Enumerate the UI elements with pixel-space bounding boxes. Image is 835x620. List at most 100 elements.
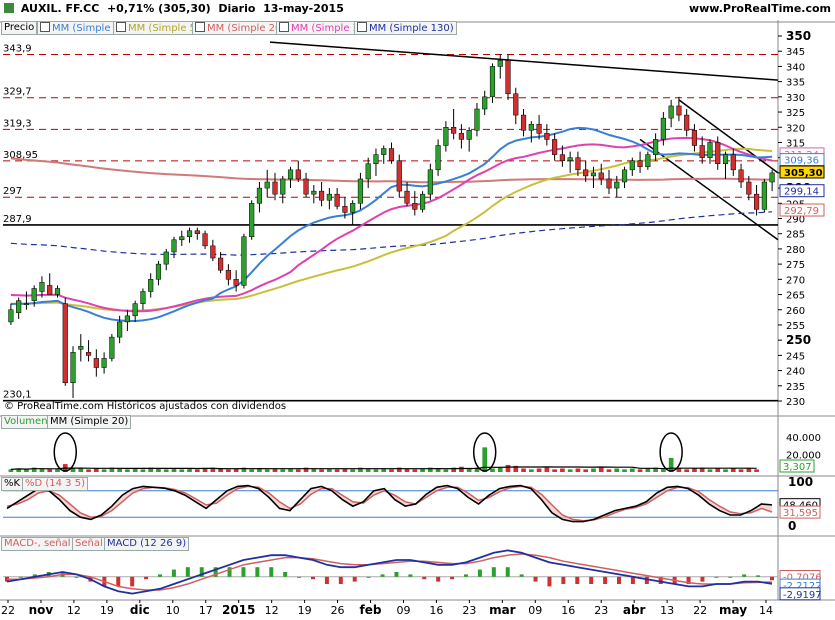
legend-volumen[interactable]: Volumen bbox=[1, 415, 51, 429]
price-tick-label: 290 bbox=[786, 215, 805, 226]
checkbox-icon[interactable] bbox=[40, 22, 50, 32]
stoch-k-line bbox=[6, 484, 773, 523]
stoch-d-line bbox=[6, 485, 773, 522]
candle-body bbox=[342, 206, 348, 213]
volume-bar bbox=[148, 467, 154, 472]
volume-bar bbox=[560, 468, 565, 472]
candle-body bbox=[738, 169, 744, 183]
volume-bar bbox=[16, 468, 21, 472]
x-tick-label: abr bbox=[623, 603, 646, 617]
macd-histogram-bar bbox=[714, 576, 719, 578]
checkbox-icon[interactable] bbox=[279, 22, 289, 32]
volume-bar bbox=[428, 467, 433, 472]
volume-bar bbox=[93, 468, 99, 472]
volume-bar bbox=[396, 467, 402, 472]
volume-bar bbox=[490, 468, 495, 472]
volume-bar bbox=[78, 468, 84, 472]
volume-bar bbox=[754, 469, 759, 472]
candle-body bbox=[466, 130, 472, 140]
volume-bar bbox=[350, 469, 355, 472]
channel-lower-line bbox=[639, 138, 779, 241]
checkbox-icon[interactable] bbox=[116, 22, 126, 32]
price-tick-label: 250 bbox=[786, 333, 811, 347]
legend-ma50[interactable]: MM (Simple 50) bbox=[113, 21, 210, 35]
price-tick-label: 285 bbox=[786, 230, 805, 241]
candle-body bbox=[419, 193, 426, 210]
level-label: 319,3 bbox=[3, 118, 32, 129]
volume-bar bbox=[443, 469, 449, 472]
legend-ma20-label: MM (Simple 20) bbox=[52, 23, 131, 34]
candle-body bbox=[311, 190, 317, 195]
macd-tag-label: -0,7076 bbox=[783, 572, 822, 583]
volume-bar bbox=[692, 468, 697, 472]
candle-body bbox=[482, 96, 488, 110]
candle-body bbox=[668, 105, 674, 119]
volume-bar bbox=[404, 468, 410, 472]
candle-body bbox=[559, 154, 565, 161]
volume-bar bbox=[210, 467, 216, 472]
macd-histogram-bar bbox=[213, 567, 218, 577]
macd-histogram-bar bbox=[227, 567, 232, 577]
candle-body bbox=[684, 114, 690, 131]
site-label[interactable]: www.ProRealTime.com bbox=[688, 2, 831, 15]
candle-body bbox=[194, 230, 200, 234]
legend-precio[interactable]: Precio bbox=[1, 21, 38, 35]
x-tick-label: 12 bbox=[67, 604, 81, 617]
volume-bar bbox=[132, 468, 138, 472]
ma20-line bbox=[10, 126, 773, 322]
candle-body bbox=[218, 257, 224, 271]
macd-histogram-bar bbox=[575, 576, 580, 584]
ma130-line bbox=[10, 211, 773, 256]
volume-ma-line bbox=[10, 466, 757, 470]
candle-body bbox=[754, 193, 760, 210]
candle-body bbox=[163, 251, 169, 265]
volume-bar bbox=[528, 469, 534, 472]
checkbox-icon[interactable] bbox=[357, 22, 367, 32]
legend-macd-minus[interactable]: MACD-, señal bbox=[1, 537, 74, 551]
legend-ma20[interactable]: MM (Simple 20) bbox=[37, 21, 134, 35]
macd-histogram-bar bbox=[436, 576, 441, 582]
macd-tag-label: -2,9197 bbox=[783, 590, 822, 601]
candle-body bbox=[171, 239, 177, 253]
volume-bar bbox=[295, 469, 301, 472]
candle-body bbox=[396, 160, 402, 192]
x-tick-label: 12 bbox=[265, 604, 279, 617]
price-tick-label: 340 bbox=[786, 62, 805, 73]
legend-ma130[interactable]: MM (Simple 130) bbox=[354, 21, 457, 35]
macd-histogram-bar bbox=[770, 576, 774, 581]
checkbox-icon[interactable] bbox=[195, 22, 205, 32]
candle-body bbox=[272, 181, 278, 195]
volume-tick-label: 20.000 bbox=[786, 450, 821, 461]
candle-body bbox=[676, 105, 682, 116]
x-tick-label: 14 bbox=[759, 604, 773, 617]
price-tick-label: 245 bbox=[786, 351, 805, 362]
volume-bar bbox=[358, 467, 363, 472]
legend-macd-signal[interactable]: Señal bbox=[72, 537, 106, 551]
legend-stoch-d[interactable]: %D (14 3 5) bbox=[22, 477, 88, 491]
volume-bar bbox=[567, 469, 573, 472]
macd-histogram-bar bbox=[297, 576, 302, 578]
volume-bar bbox=[575, 468, 581, 472]
macd-histogram-bar bbox=[630, 576, 635, 584]
symbol-label: AUXIL. FF.CC bbox=[20, 2, 100, 15]
price-tag-box bbox=[779, 165, 825, 179]
macd-histogram-bar bbox=[728, 576, 733, 578]
x-tick-label: mar bbox=[489, 603, 516, 617]
x-tick-label: 22 bbox=[1, 604, 15, 617]
x-tick-label: nov bbox=[29, 603, 54, 617]
legend-ma30[interactable]: MM (Simple 30) bbox=[276, 21, 373, 35]
legend-ma200[interactable]: MM (Simple 200) bbox=[192, 21, 295, 35]
volume-bar bbox=[365, 468, 371, 472]
macd-histogram-bar bbox=[338, 576, 343, 584]
legend-vol-ma20[interactable]: MM (Simple 20) bbox=[47, 415, 132, 429]
stoch-tag-label: 31,595 bbox=[783, 508, 818, 519]
price-tick-label: 275 bbox=[786, 260, 805, 271]
period-label: Diario bbox=[218, 2, 256, 15]
candle-body bbox=[513, 93, 519, 116]
candle-body bbox=[769, 172, 775, 183]
macd-histogram-bar bbox=[171, 569, 176, 577]
volume-spike-circle bbox=[659, 432, 683, 472]
legend-stoch-k[interactable]: %K bbox=[1, 477, 24, 491]
legend-macd[interactable]: MACD (12 26 9) bbox=[104, 537, 190, 551]
legend-ma200-label: MM (Simple 200) bbox=[207, 23, 292, 34]
